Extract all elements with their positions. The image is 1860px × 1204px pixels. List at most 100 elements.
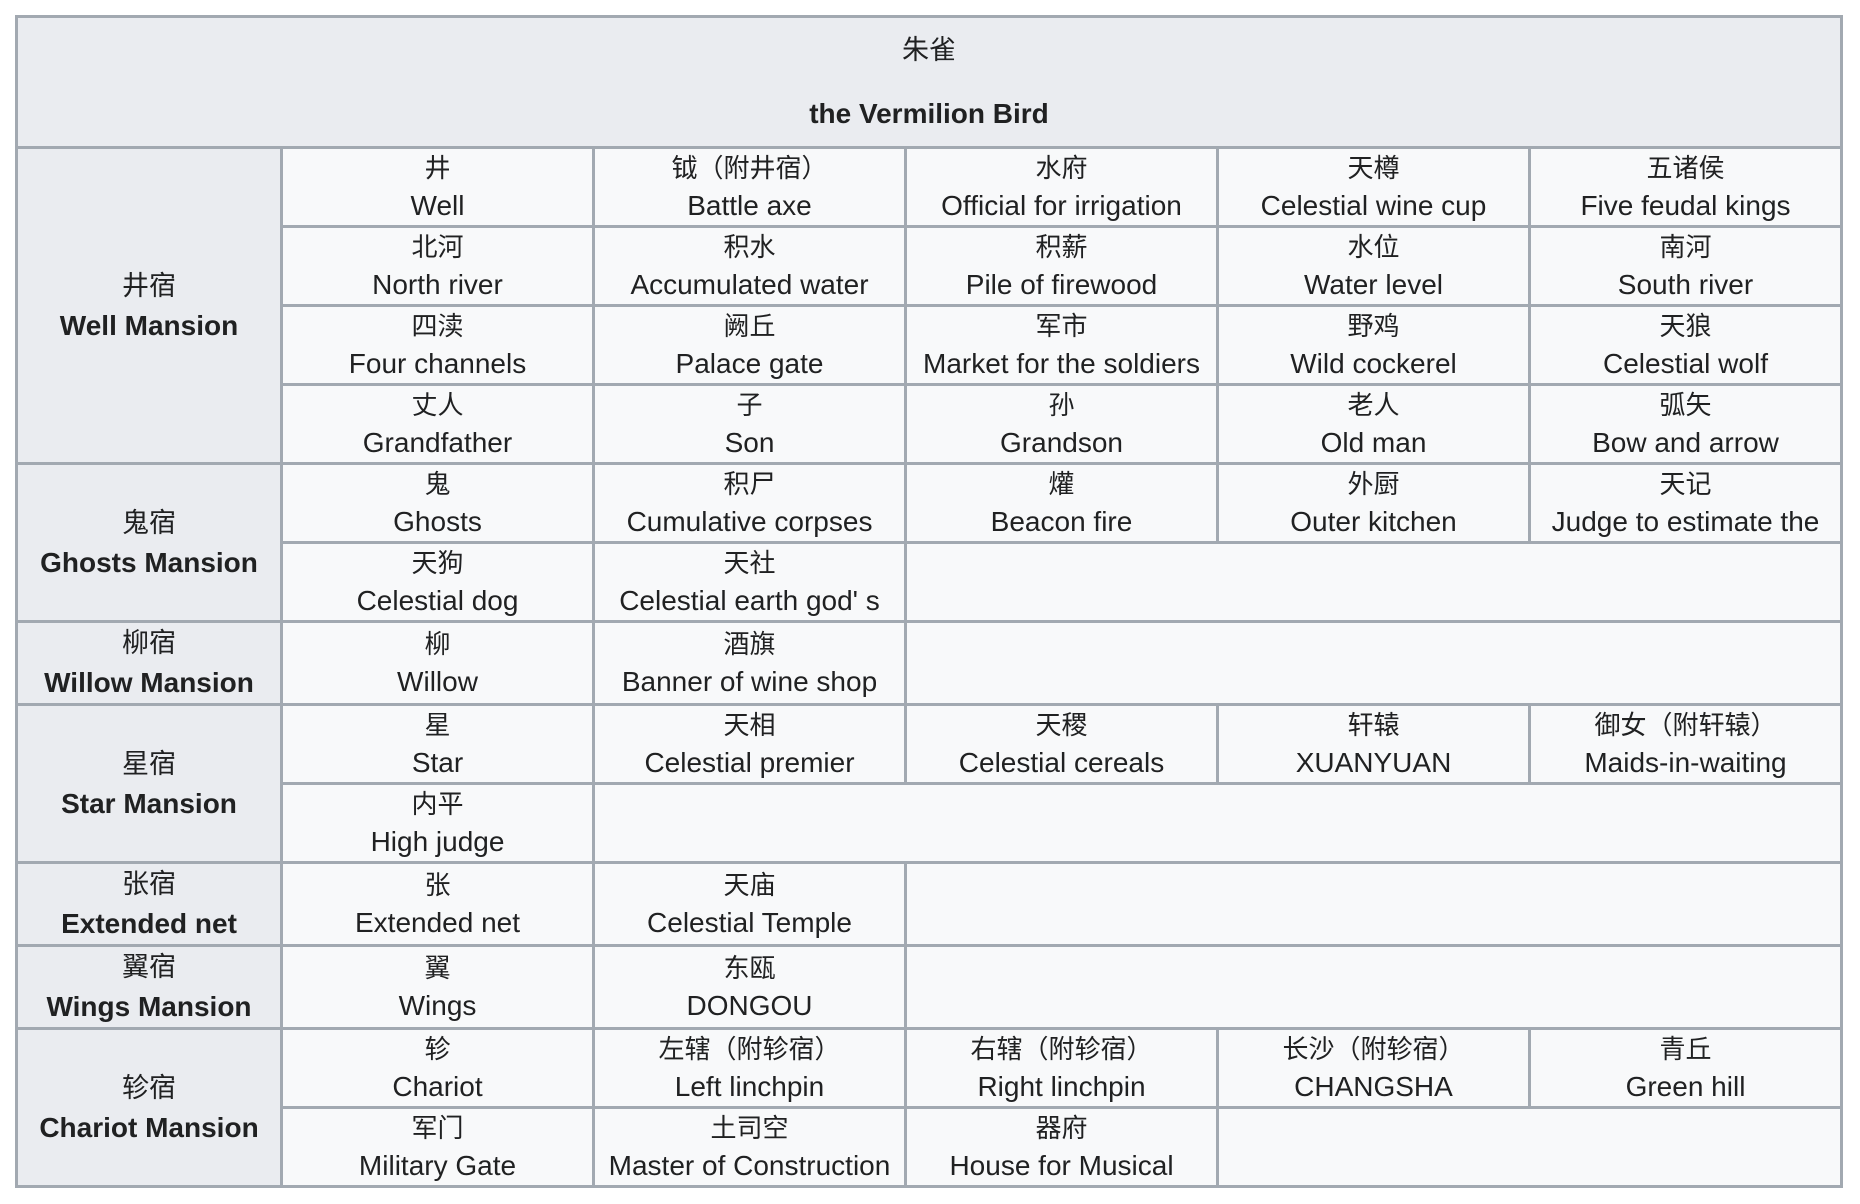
star-cell-content: 右辖（附轸宿） Right linchpin	[907, 1030, 1216, 1106]
star-name-english: Beacon fire	[990, 506, 1133, 537]
star-cell: 水位 Water level	[1216, 225, 1531, 307]
star-name-chinese: 外厨	[1347, 469, 1400, 499]
star-name-chinese: 柳	[424, 629, 451, 659]
star-name-english: Old man	[1320, 427, 1427, 458]
star-name-chinese: 东瓯	[723, 953, 776, 983]
title-english: the Vermilion Bird	[809, 98, 1049, 129]
star-cell: 天记 Judge to estimate the	[1528, 462, 1843, 544]
vermilion-bird-table: 朱雀 the Vermilion Bird 井宿 Well Mansion 井 Wel…	[15, 15, 1843, 1188]
star-cell: 土司空 Master of Construction	[592, 1106, 907, 1188]
star-cell: 内平 High judge	[280, 782, 595, 864]
mansion-header: 星宿 Star Mansion	[15, 703, 283, 864]
table-title: 朱雀 the Vermilion Bird	[15, 15, 1843, 149]
star-cell-content: 水位 Water level	[1219, 228, 1528, 304]
star-cell-content: 积水 Accumulated water	[595, 228, 904, 304]
star-cell-content: 北河 North river	[283, 228, 592, 304]
star-name-chinese: 内平	[411, 789, 464, 819]
star-name-english: Celestial dog	[356, 585, 519, 616]
table-row: 鬼宿 Ghosts Mansion 鬼 Ghosts 积尸 Cumulative corp…	[15, 462, 1843, 623]
star-name-english: Son	[724, 427, 775, 458]
star-name-chinese: 天记	[1659, 469, 1712, 499]
star-name-english: Wings	[398, 990, 477, 1021]
header-row: 朱雀 the Vermilion Bird	[15, 15, 1843, 149]
star-name-english: Bow and arrow	[1592, 427, 1779, 458]
star-cell: 老人 Old man	[1216, 383, 1531, 465]
star-cell: 天相 Celestial premier	[592, 703, 907, 785]
star-cell-content: 四渎 Four channels	[283, 307, 592, 383]
star-name-english: Five feudal kings	[1580, 190, 1791, 221]
table-body: 井宿 Well Mansion 井 Well 钺（附井宿） Battle axe 水府 Off…	[15, 146, 1843, 1188]
mansion-name-chinese: 翼宿	[122, 952, 176, 982]
star-name-chinese: 子	[736, 390, 763, 420]
star-cell: 野鸡 Wild cockerel	[1216, 304, 1531, 386]
star-cell-content: 钺（附井宿） Battle axe	[595, 149, 904, 225]
mansion-header: 翼宿 Wings Mansion	[15, 944, 283, 1030]
star-cell-content: 外厨 Outer kitchen	[1219, 465, 1528, 541]
star-name-chinese: 积薪	[1035, 232, 1088, 262]
star-cell-content: 爟 Beacon fire	[907, 465, 1216, 541]
star-name-english: Water level	[1303, 269, 1443, 300]
star-cell-content: 积薪 Pile of firewood	[907, 228, 1216, 304]
star-name-english: Wild cockerel	[1290, 348, 1457, 379]
star-cell: 酒旗 Banner of wine shop	[592, 620, 907, 706]
star-name-chinese: 阙丘	[723, 311, 776, 341]
star-cell-content: 天庙 Celestial Temple	[595, 866, 904, 942]
star-cell-content: 长沙（附轸宿） CHANGSHA	[1219, 1030, 1528, 1106]
star-cell-content: 左辖（附轸宿） Left linchpin	[595, 1030, 904, 1106]
empty-cell	[904, 944, 1843, 1030]
star-name-chinese: 土司空	[710, 1113, 789, 1143]
star-cell-content: 水府 Official for irrigation	[907, 149, 1216, 225]
star-cell: 钺（附井宿） Battle axe	[592, 146, 907, 228]
star-cell-content: 老人 Old man	[1219, 386, 1528, 462]
star-cell: 长沙（附轸宿） CHANGSHA	[1216, 1027, 1531, 1109]
star-name-chinese: 翼	[424, 953, 451, 983]
star-name-english: Willow	[397, 666, 478, 697]
star-cell-content: 井 Well	[283, 149, 592, 225]
table-row: 天狗 Celestial dog 天社 Celestial earth god' s	[17, 541, 1843, 623]
star-name-chinese: 弧矢	[1659, 390, 1712, 420]
star-name-english: Celestial Temple	[647, 907, 852, 938]
star-name-chinese: 左辖（附轸宿）	[658, 1034, 841, 1064]
star-cell-content: 天稷 Celestial cereals	[907, 706, 1216, 782]
star-name-english: High judge	[370, 826, 505, 857]
star-name-english: Celestial wine cup	[1260, 190, 1487, 221]
star-cell: 水府 Official for irrigation	[904, 146, 1219, 228]
star-cell: 弧矢 Bow and arrow	[1528, 383, 1843, 465]
star-name-chinese: 四渎	[411, 311, 464, 341]
star-cell-content: 东瓯 DONGOU	[595, 949, 904, 1025]
star-name-chinese: 水府	[1035, 153, 1088, 183]
star-cell: 积水 Accumulated water	[592, 225, 907, 307]
mansion-name-english: Extended net	[61, 908, 237, 939]
star-cell: 阙丘 Palace gate	[592, 304, 907, 386]
star-cell: 天狼 Celestial wolf	[1528, 304, 1843, 386]
star-name-english: Banner of wine shop	[621, 666, 878, 697]
star-cell: 柳 Willow	[280, 620, 595, 706]
star-name-english: Palace gate	[675, 348, 824, 379]
star-cell: 器府 House for Musical	[904, 1106, 1219, 1188]
star-name-chinese: 五诸侯	[1646, 153, 1725, 183]
star-cell-content: 翼 Wings	[283, 949, 592, 1025]
star-name-english: Well	[410, 190, 465, 221]
star-cell: 鬼 Ghosts	[280, 462, 595, 544]
mansion-header: 柳宿 Willow Mansion	[15, 620, 283, 706]
star-cell-content: 天记 Judge to estimate the	[1531, 465, 1840, 541]
star-name-english: Judge to estimate the	[1551, 506, 1820, 537]
star-cell: 南河 South river	[1528, 225, 1843, 307]
star-cell-content: 器府 House for Musical	[907, 1109, 1216, 1185]
star-name-english: Four channels	[348, 348, 527, 379]
mansion-name-chinese: 柳宿	[122, 628, 176, 658]
star-name-english: Official for irrigation	[941, 190, 1182, 221]
star-name-english: Right linchpin	[977, 1071, 1146, 1102]
mansion-name-english: Willow Mansion	[44, 667, 254, 698]
empty-cell	[904, 861, 1843, 947]
star-name-chinese: 丈人	[411, 390, 464, 420]
star-cell: 四渎 Four channels	[280, 304, 595, 386]
star-cell: 天樽 Celestial wine cup	[1216, 146, 1531, 228]
star-name-chinese: 野鸡	[1347, 311, 1400, 341]
star-name-chinese: 酒旗	[723, 629, 776, 659]
star-cell-content: 御女（附轩辕） Maids-in-waiting	[1531, 706, 1840, 782]
mansion-name-english: Wings Mansion	[46, 991, 252, 1022]
star-name-chinese: 天狗	[411, 548, 464, 578]
star-name-chinese: 军市	[1035, 311, 1088, 341]
star-name-chinese: 爟	[1048, 469, 1075, 499]
